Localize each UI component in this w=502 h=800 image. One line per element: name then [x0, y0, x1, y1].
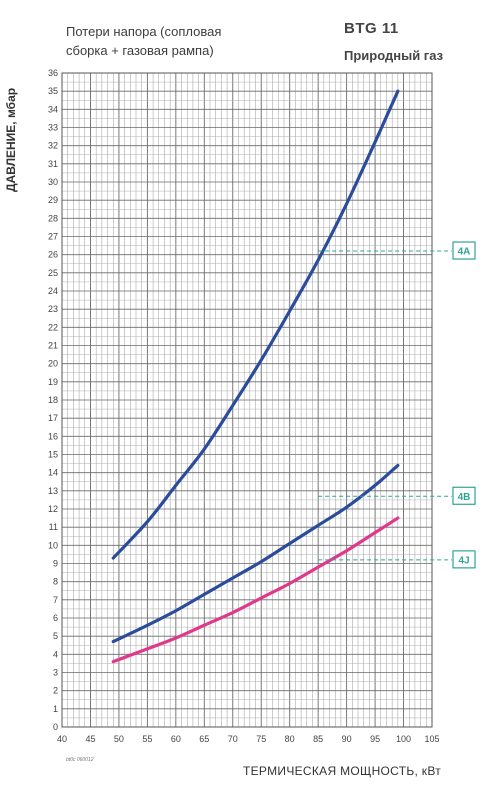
- y-tick-label: 30: [48, 177, 58, 187]
- y-tick-label: 13: [48, 486, 58, 496]
- x-tick-label: 70: [228, 734, 238, 744]
- x-tick-label: 65: [199, 734, 209, 744]
- y-tick-label: 24: [48, 286, 58, 296]
- gas-type-label: Природный газ: [344, 48, 444, 63]
- x-tick-label: 55: [142, 734, 152, 744]
- callout-label-4a: 4A: [458, 247, 471, 258]
- x-tick-label: 100: [396, 734, 411, 744]
- x-axis-label: ТЕРМИЧЕСКАЯ МОЩНОСТЬ, кВт: [243, 764, 442, 778]
- callout-box-4b: [452, 486, 476, 505]
- y-tick-label: 12: [48, 504, 58, 514]
- y-tick-label: 6: [53, 613, 58, 623]
- y-tick-label: 8: [53, 577, 58, 587]
- y-tick-label: 23: [48, 304, 58, 314]
- y-tick-label: 28: [48, 213, 58, 223]
- series-line-4a: [111, 89, 400, 560]
- x-tick-label: 85: [313, 734, 323, 744]
- y-tick-label: 36: [48, 68, 58, 78]
- x-tick-label: 50: [114, 734, 124, 744]
- y-tick-label: 9: [53, 559, 58, 569]
- callout-label-4j: 4J: [458, 555, 469, 566]
- y-tick-label: 18: [48, 395, 58, 405]
- x-tick-label: 40: [57, 734, 67, 744]
- pressure-loss-note: Потери напора (сопловая сборка + газовая…: [66, 24, 222, 58]
- x-tick-label: 105: [424, 734, 439, 744]
- x-tick-label: 60: [171, 734, 181, 744]
- callout-box-4a: [452, 241, 476, 260]
- y-tick-label: 14: [48, 468, 58, 478]
- y-tick-label: 5: [53, 631, 58, 641]
- y-tick-label: 21: [48, 341, 58, 351]
- model-title: BTG 11: [344, 20, 399, 37]
- y-tick-label: 10: [48, 540, 58, 550]
- y-tick-label: 26: [48, 250, 58, 260]
- x-tick-label: 90: [342, 734, 352, 744]
- y-tick-label: 17: [48, 413, 58, 423]
- y-tick-label: 33: [48, 123, 58, 133]
- y-tick-label: 0: [53, 722, 58, 732]
- series-line-4b: [111, 463, 400, 644]
- y-tick-label: 15: [48, 450, 58, 460]
- y-tick-label: 16: [48, 431, 58, 441]
- y-tick-label: 29: [48, 195, 58, 205]
- drawing-code: bt0c 060012: [66, 757, 94, 763]
- y-tick-label: 32: [48, 141, 58, 151]
- y-tick-label: 20: [48, 359, 58, 369]
- y-tick-label: 19: [48, 377, 58, 387]
- y-tick-label: 1: [53, 704, 58, 714]
- series-line-4j: [111, 516, 400, 664]
- plot-frame: [61, 72, 433, 728]
- y-tick-label: 27: [48, 232, 58, 242]
- x-tick-label: 80: [285, 734, 295, 744]
- y-tick-label: 2: [53, 686, 58, 696]
- y-tick-label: 3: [53, 668, 58, 678]
- y-tick-label: 25: [48, 268, 58, 278]
- x-tick-label: 45: [85, 734, 95, 744]
- y-tick-label: 11: [49, 522, 58, 532]
- x-tick-label: 75: [256, 734, 266, 744]
- callout-box-4j: [452, 550, 476, 569]
- callout-label-4b: 4B: [458, 492, 471, 503]
- y-tick-label: 35: [48, 86, 58, 96]
- y-tick-label: 31: [48, 159, 58, 169]
- y-tick-label: 22: [48, 322, 58, 332]
- x-tick-label: 95: [370, 734, 380, 744]
- y-tick-label: 4: [53, 649, 58, 659]
- y-tick-label: 34: [48, 104, 58, 114]
- y-tick-label: 7: [53, 595, 58, 605]
